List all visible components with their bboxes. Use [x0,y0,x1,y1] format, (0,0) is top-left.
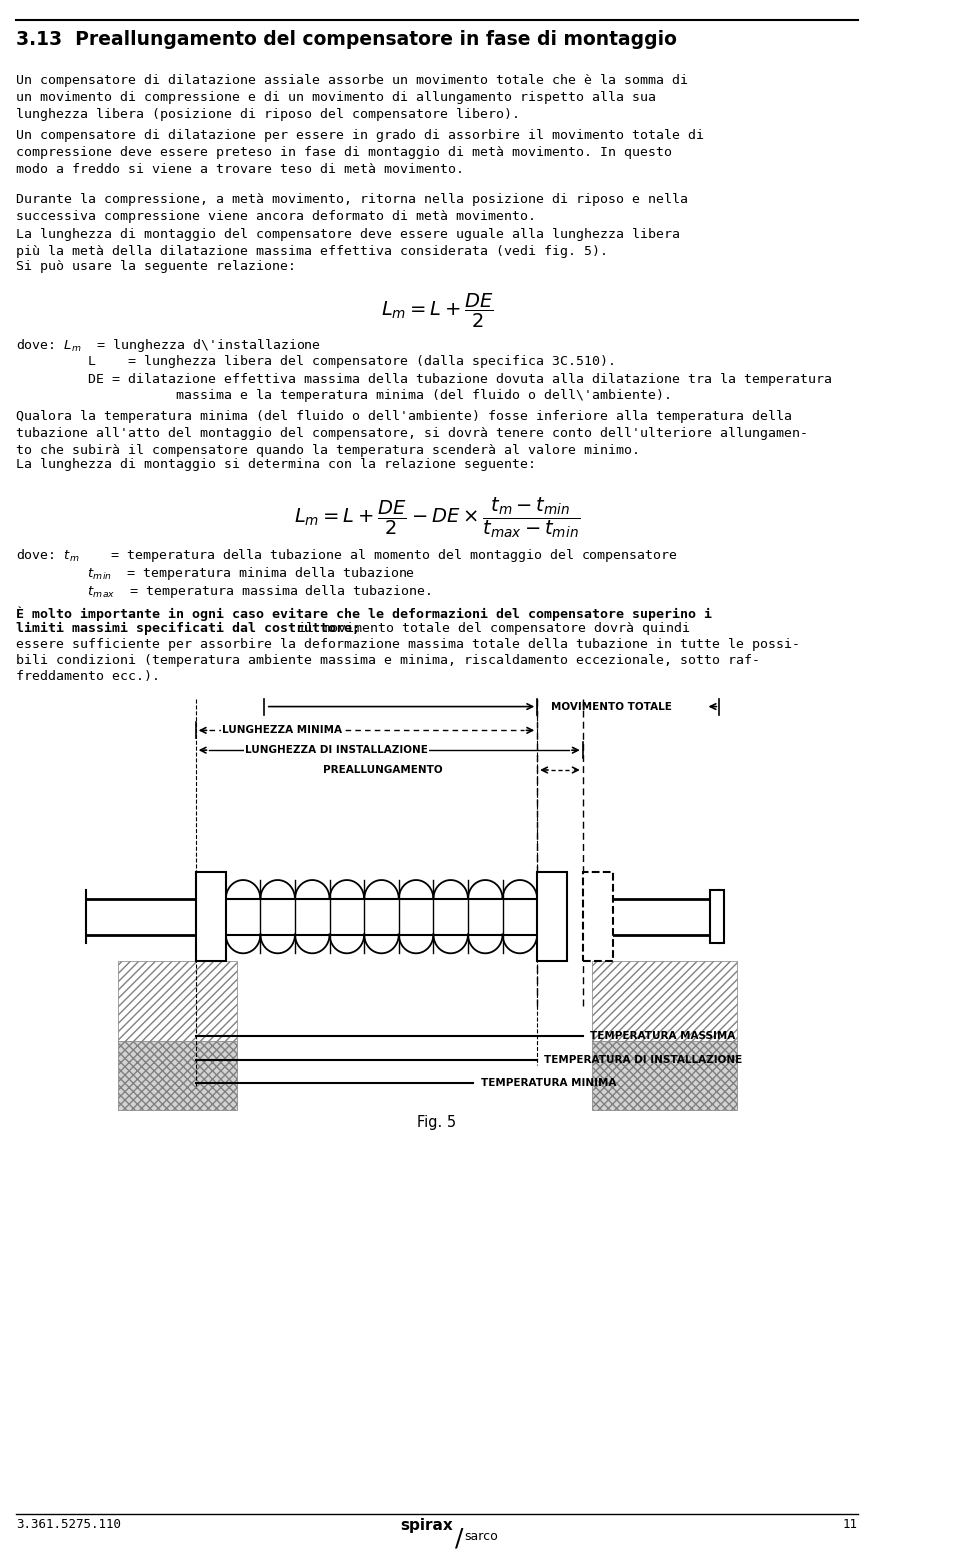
Text: LUNGHEZZA MINIMA: LUNGHEZZA MINIMA [223,725,343,736]
Bar [591,1041,737,1110]
Text: Qualora la temperatura minima (del fluido o dell'ambiente) fosse inferiore alla : Qualora la temperatura minima (del fluid… [16,410,808,457]
Text: essere sufficiente per assorbire la deformazione massima totale della tubazione : essere sufficiente per assorbire la defo… [16,638,801,651]
Text: 11: 11 [843,1519,857,1531]
Text: il movimento totale del compensatore dovrà quindi: il movimento totale del compensatore dov… [290,623,689,635]
Bar [118,1041,237,1110]
Text: dove: $L_m$  = lunghezza d\'installazione: dove: $L_m$ = lunghezza d\'installazione [16,337,322,354]
Bar [710,890,724,943]
Text: LUNGHEZZA DI INSTALLAZIONE: LUNGHEZZA DI INSTALLAZIONE [246,745,428,755]
Text: /: / [455,1527,464,1550]
Text: $t_{min}$  = temperatura minima della tubazione: $t_{min}$ = temperatura minima della tub… [16,565,416,582]
Bar [538,873,567,961]
Bar [196,873,226,961]
Text: $L_m = L + \dfrac{DE}{2}$: $L_m = L + \dfrac{DE}{2}$ [380,292,493,331]
Text: freddamento ecc.).: freddamento ecc.). [16,669,160,683]
Bar [591,961,737,1041]
Text: $L_m = L + \dfrac{DE}{2} - DE \times \dfrac{t_m - t_{min}}{t_{max} - t_{min}}$: $L_m = L + \dfrac{DE}{2} - DE \times \df… [294,495,580,540]
Text: TEMPERATURA MINIMA: TEMPERATURA MINIMA [481,1078,616,1089]
Text: Un compensatore di dilatazione per essere in grado di assorbire il movimento tot: Un compensatore di dilatazione per esser… [16,129,705,175]
Text: $t_{max}$  = temperatura massima della tubazione.: $t_{max}$ = temperatura massima della tu… [16,582,432,599]
Text: TEMPERATURA MASSIMA: TEMPERATURA MASSIMA [590,1031,735,1041]
Bar [583,873,612,961]
Text: spirax: spirax [400,1519,453,1533]
Text: MOVIMENTO TOTALE: MOVIMENTO TOTALE [551,702,672,711]
Text: Durante la compressione, a metà movimento, ritorna nella posizione di riposo e n: Durante la compressione, a metà moviment… [16,193,688,224]
Text: massima e la temperatura minima (del fluido o dell\'ambiente).: massima e la temperatura minima (del flu… [16,390,672,402]
Text: Si può usare la seguente relazione:: Si può usare la seguente relazione: [16,259,297,273]
Text: Un compensatore di dilatazione assiale assorbe un movimento totale che è la somm: Un compensatore di dilatazione assiale a… [16,75,688,121]
Text: 3.361.5275.110: 3.361.5275.110 [16,1519,121,1531]
Text: DE = dilatazione effettiva massima della tubazione dovuta alla dilatazione tra l: DE = dilatazione effettiva massima della… [16,373,832,385]
Text: La lunghezza di montaggio si determina con la relazione seguente:: La lunghezza di montaggio si determina c… [16,458,537,471]
Text: TEMPERATURA DI INSTALLAZIONE: TEMPERATURA DI INSTALLAZIONE [544,1056,743,1065]
Text: dove: $t_m$    = temperatura della tubazione al momento del montaggio del compen: dove: $t_m$ = temperatura della tubazion… [16,547,679,564]
Bar [118,961,237,1041]
Text: La lunghezza di montaggio del compensatore deve essere uguale alla lunghezza lib: La lunghezza di montaggio del compensato… [16,228,681,258]
Text: sarco: sarco [465,1530,498,1544]
Text: Fig. 5: Fig. 5 [418,1115,457,1131]
Text: È molto importante in ogni caso evitare che le deformazioni del compensatore sup: È molto importante in ogni caso evitare … [16,607,712,621]
Text: bili condizioni (temperatura ambiente massima e minima, riscaldamento eccezional: bili condizioni (temperatura ambiente ma… [16,654,760,668]
Text: limiti massimi specificati dal costruttore;: limiti massimi specificati dal costrutto… [16,623,360,635]
Text: 3.13  Preallungamento del compensatore in fase di montaggio: 3.13 Preallungamento del compensatore in… [16,30,677,48]
Text: PREALLUNGAMENTO: PREALLUNGAMENTO [323,766,443,775]
Text: L    = lunghezza libera del compensatore (dalla specifica 3C.510).: L = lunghezza libera del compensatore (d… [16,354,616,368]
